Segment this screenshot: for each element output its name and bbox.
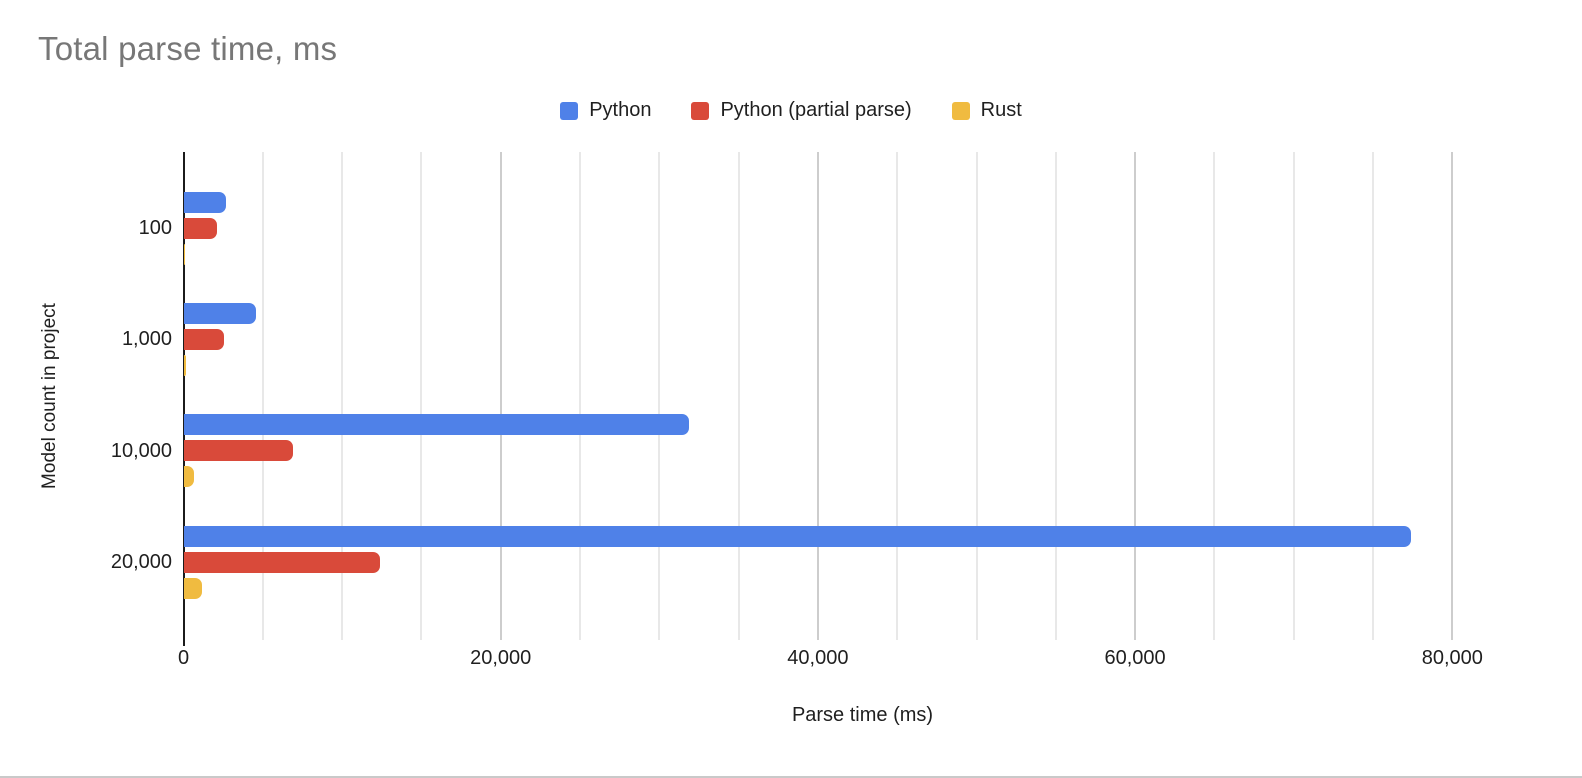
minor-gridline xyxy=(1372,152,1374,640)
legend-swatch-icon xyxy=(560,101,579,120)
minor-gridline xyxy=(1292,152,1295,640)
x-tick-label: 0 xyxy=(177,647,190,669)
axis-baseline xyxy=(182,152,185,646)
bar-python-partial-parse-100 xyxy=(183,217,217,239)
x-tick-label: 20,000 xyxy=(470,647,532,669)
minor-gridline xyxy=(975,152,978,640)
legend-item-python-partial-parse: Python (partial parse) xyxy=(691,99,912,122)
legend-swatch-icon xyxy=(691,101,710,120)
y-category-label: 10,000 xyxy=(110,439,172,462)
bar-python-100 xyxy=(183,191,227,213)
major-gridline xyxy=(1134,152,1137,640)
minor-gridline xyxy=(1054,152,1057,640)
major-gridline xyxy=(816,152,819,640)
bar-rust-1000 xyxy=(183,354,186,376)
minor-gridline xyxy=(341,152,344,640)
x-tick-label: 40,000 xyxy=(787,647,849,669)
bar-rust-100 xyxy=(183,243,185,265)
x-axis-title: Parse time (ms) xyxy=(791,704,934,726)
y-category-label: 100 xyxy=(138,217,172,239)
minor-gridline xyxy=(261,152,264,640)
minor-gridline xyxy=(737,152,740,640)
legend-label: Python (partial parse) xyxy=(720,99,912,121)
bar-python-partial-parse-1000 xyxy=(183,328,224,350)
y-axis-title: Model count in project xyxy=(39,303,60,489)
major-gridline xyxy=(1451,152,1454,640)
major-gridline xyxy=(499,152,502,640)
bar-rust-10000 xyxy=(183,466,195,488)
minor-gridline xyxy=(1213,152,1216,640)
x-tick-label: 80,000 xyxy=(1421,647,1483,669)
legend-swatch-icon xyxy=(951,101,970,120)
legend: Python Python (partial parse) Rust xyxy=(0,99,1582,122)
bar-python-1000 xyxy=(183,302,257,324)
bar-python-20000 xyxy=(183,525,1412,547)
chart-title: Total parse time, ms xyxy=(38,30,338,67)
bar-python-10000 xyxy=(183,414,690,436)
minor-gridline xyxy=(658,152,661,640)
y-category-label: 1,000 xyxy=(121,328,172,351)
y-category-label: 20,000 xyxy=(110,551,172,573)
minor-gridline xyxy=(420,152,423,640)
legend-label: Python xyxy=(589,99,652,121)
x-tick-label: 60,000 xyxy=(1104,647,1166,669)
bar-python-partial-parse-10000 xyxy=(183,440,293,462)
legend-label: Rust xyxy=(980,99,1022,121)
legend-item-rust: Rust xyxy=(951,99,1022,122)
bar-python-partial-parse-20000 xyxy=(183,551,381,573)
minor-gridline xyxy=(896,152,899,640)
bar-rust-20000 xyxy=(183,577,202,599)
legend-item-python: Python xyxy=(560,99,651,122)
minor-gridline xyxy=(579,152,581,640)
